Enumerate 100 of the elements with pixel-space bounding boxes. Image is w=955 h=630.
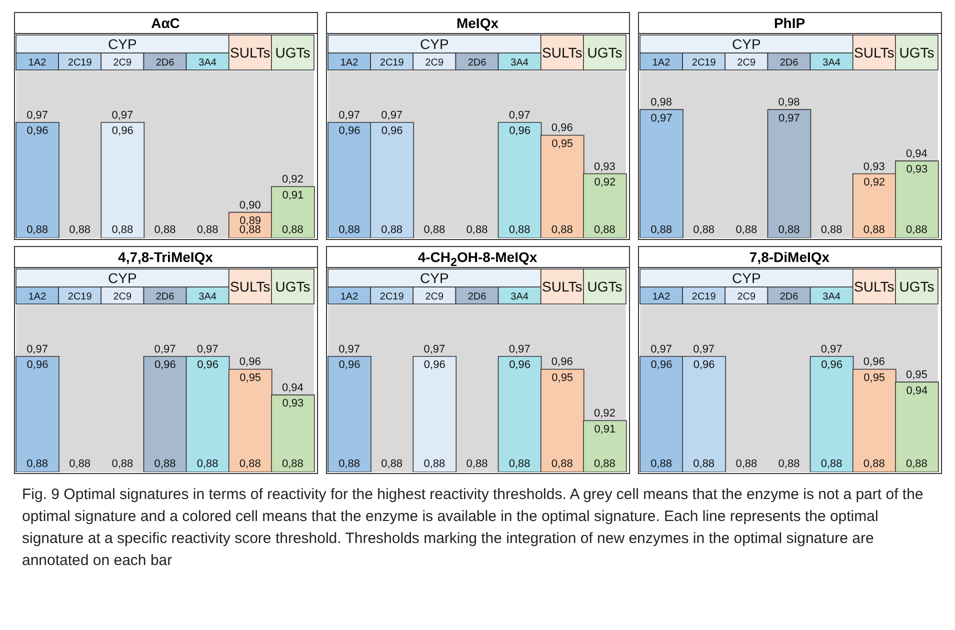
data-label: 0,96 bbox=[508, 125, 530, 138]
x-tick-label: SULTs bbox=[542, 278, 582, 294]
x-tick-label: 2C9 bbox=[424, 292, 444, 302]
x-axis-title: CYP bbox=[108, 36, 136, 52]
data-label: 0,93 bbox=[282, 398, 304, 410]
annotation: 0,88 bbox=[650, 458, 672, 470]
x-tick-label: 2C19 bbox=[691, 58, 716, 68]
annotation: 0,88 bbox=[820, 224, 842, 236]
annotation: 0,96 bbox=[862, 356, 884, 368]
x-tick-label: 2D6 bbox=[779, 58, 798, 68]
chart-title: PhIP bbox=[638, 13, 940, 34]
chart-title: 4-CH$_{2}$OH-8-MeIQx bbox=[326, 247, 628, 269]
annotation: 0,98 bbox=[778, 96, 800, 109]
annotation: 0,88 bbox=[466, 458, 488, 470]
annotation: 0,88 bbox=[423, 224, 445, 236]
annotation: 0,88 bbox=[508, 458, 530, 470]
x-tick-label: 1A2 bbox=[652, 58, 670, 68]
x-tick-label: SULTs bbox=[854, 44, 894, 60]
annotation: 0,96 bbox=[238, 356, 260, 368]
annotation: 0,88 bbox=[862, 224, 884, 236]
annotation: 0,88 bbox=[466, 224, 488, 236]
annotation: 0,88 bbox=[778, 224, 800, 236]
data-label: 0,91 bbox=[282, 189, 304, 202]
annotation: 0,97 bbox=[692, 343, 714, 356]
x-axis-title: CYP bbox=[732, 36, 760, 52]
x-tick-label: UGTs bbox=[586, 44, 622, 60]
x-tick-label: SULTs bbox=[230, 44, 270, 60]
annotation: 0,88 bbox=[111, 224, 133, 236]
data-label: 0,94 bbox=[906, 384, 928, 397]
annotation: 0,88 bbox=[338, 224, 360, 236]
annotation: 0,88 bbox=[692, 224, 714, 236]
x-tick-label: 2C19 bbox=[67, 58, 92, 68]
data-label: 0,95 bbox=[863, 372, 885, 384]
annotation: 0,88 bbox=[282, 224, 303, 236]
annotation: 0,97 bbox=[380, 109, 402, 122]
data-label: 0,97 bbox=[650, 112, 672, 124]
x-tick-label: 2C9 bbox=[736, 292, 756, 302]
x-tick-label: 1A2 bbox=[28, 292, 46, 302]
x-tick-label: SULTs bbox=[542, 44, 582, 60]
annotation: 0,97 bbox=[650, 343, 672, 356]
annotation: 0,88 bbox=[238, 458, 260, 470]
annotation: 0,88 bbox=[26, 224, 48, 236]
annotation: 0,94 bbox=[906, 148, 927, 160]
x-tick-label: SULTs bbox=[854, 278, 894, 294]
annotation: 0,88 bbox=[550, 458, 572, 470]
data-label: 0,97 bbox=[778, 112, 800, 124]
chart-title: MeIQx bbox=[326, 13, 628, 34]
x-tick-label: 3A4 bbox=[510, 292, 528, 302]
x-tick-label: 2D6 bbox=[467, 58, 486, 68]
x-tick-label: 3A4 bbox=[198, 292, 216, 302]
data-label: 0,95 bbox=[239, 372, 261, 384]
annotation: 0,88 bbox=[154, 224, 176, 236]
data-label: 0,96 bbox=[26, 125, 48, 138]
annotation: 0,88 bbox=[196, 224, 218, 236]
x-tick-label: UGTs bbox=[274, 278, 310, 294]
data-label: 0,91 bbox=[594, 423, 616, 436]
x-tick-label: UGTs bbox=[274, 44, 310, 60]
data-label: 0,96 bbox=[423, 359, 445, 372]
x-tick-label: 3A4 bbox=[198, 58, 216, 68]
data-label: 0,96 bbox=[154, 359, 176, 372]
annotation: 0,97 bbox=[196, 343, 218, 356]
annotation: 0,97 bbox=[26, 109, 48, 122]
x-tick-label: 2C9 bbox=[424, 58, 444, 68]
annotation: 0,88 bbox=[650, 224, 672, 236]
x-tick-label: 3A4 bbox=[510, 58, 528, 68]
x-tick-label: 1A2 bbox=[340, 292, 358, 302]
x-tick-label: 2C19 bbox=[379, 58, 404, 68]
annotation: 0,88 bbox=[906, 458, 927, 470]
annotation: 0,90 bbox=[238, 199, 260, 212]
annotation: 0,88 bbox=[594, 458, 615, 470]
x-tick-label: 2C19 bbox=[67, 292, 92, 302]
annotation: 0,88 bbox=[282, 458, 303, 470]
annotation: 0,88 bbox=[68, 224, 90, 236]
annotation: 0,88 bbox=[820, 458, 842, 470]
annotation: 0,88 bbox=[380, 224, 402, 236]
annotation: 0,97 bbox=[338, 109, 360, 122]
annotation: 0,88 bbox=[68, 458, 90, 470]
annotation: 0,88 bbox=[338, 458, 360, 470]
annotation: 0,97 bbox=[338, 343, 360, 356]
x-axis-title: CYP bbox=[420, 36, 448, 52]
annotation: 0,88 bbox=[862, 458, 884, 470]
annotation: 0,88 bbox=[111, 458, 133, 470]
x-tick-label: UGTs bbox=[586, 278, 622, 294]
caption: Fig. 9 Optimal signatures in terms of reactivity for the highest reactivity thresholds. A grey cell means that the enzyme is not a part of the optimal signature and a colored cell means that the enzyme is available in the optimal signature. Each line represents the optimal signature at a specific reactivity score threshold. Thresholds marking the integration of new enzymes in the optimal signature are annotated on each bar bbox=[22, 485, 924, 571]
x-tick-label: 2D6 bbox=[155, 58, 174, 68]
x-tick-label: 2C9 bbox=[112, 58, 132, 68]
x-tick-label: 2D6 bbox=[467, 292, 486, 302]
x-tick-label: 3A4 bbox=[822, 58, 840, 68]
annotation: 0,96 bbox=[550, 122, 572, 134]
data-label: 0,96 bbox=[692, 359, 714, 372]
x-tick-label: 3A4 bbox=[822, 292, 840, 302]
x-axis-title: CYP bbox=[732, 270, 760, 286]
x-tick-label: 1A2 bbox=[28, 58, 46, 68]
data-label: 0,92 bbox=[594, 176, 616, 189]
data-label: 0,96 bbox=[650, 359, 672, 372]
data-label: 0,96 bbox=[338, 359, 360, 372]
x-tick-label: 1A2 bbox=[340, 58, 358, 68]
x-tick-label: 2C19 bbox=[691, 292, 716, 302]
data-label: 0,95 bbox=[551, 372, 573, 384]
data-label: 0,96 bbox=[338, 125, 360, 138]
